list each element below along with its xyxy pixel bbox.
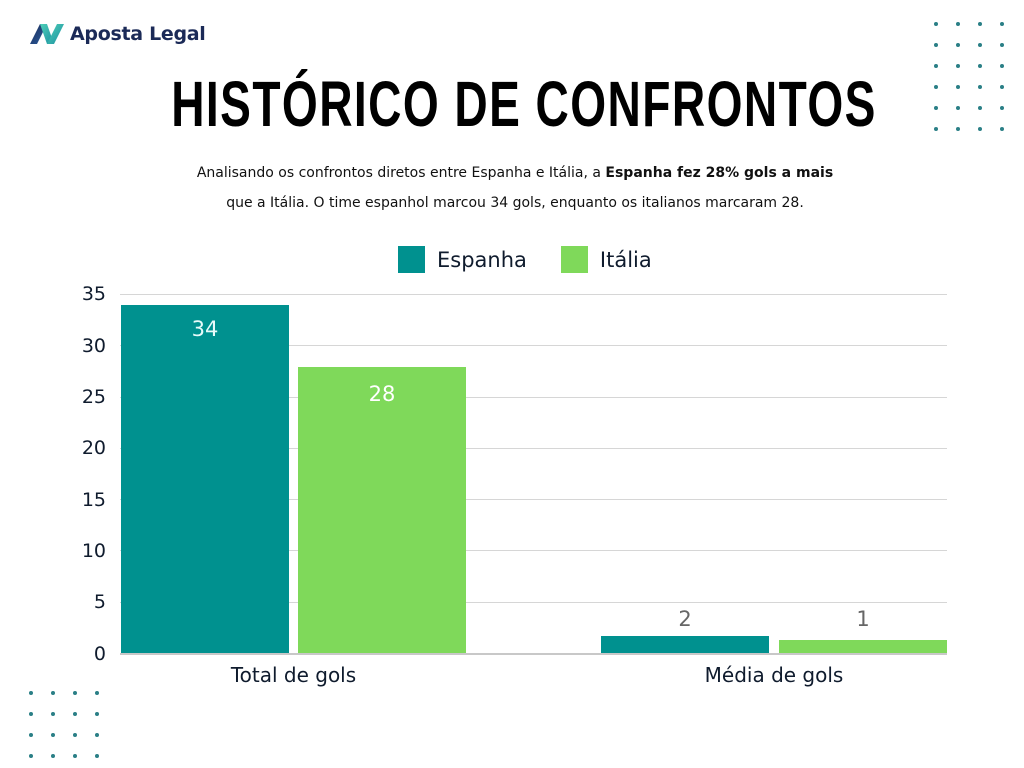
bar-value-label: 2 xyxy=(678,607,692,631)
bar-italia-media xyxy=(779,640,947,654)
subtitle-highlight: Espanha fez 28% gols a mais xyxy=(605,165,834,181)
subtitle-text-2: que a Itália. O time espanhol marcou 34 … xyxy=(226,195,804,211)
chart-legend: Espanha Itália xyxy=(398,246,686,273)
gridline xyxy=(120,294,947,295)
subtitle-text-1: Analisando os confrontos diretos entre E… xyxy=(196,165,606,181)
y-tick: 30 xyxy=(81,335,106,357)
bar-value-label: 34 xyxy=(191,317,219,341)
y-tick: 25 xyxy=(81,386,106,408)
bar-value-label: 1 xyxy=(856,607,870,631)
y-tick: 10 xyxy=(81,540,106,562)
brand-logo: Aposta Legal xyxy=(30,22,206,46)
y-tick: 20 xyxy=(81,437,106,459)
decorative-dots-top-right xyxy=(934,22,1004,131)
bar-italia-total xyxy=(298,367,466,654)
y-tick: 35 xyxy=(81,283,106,305)
x-axis xyxy=(120,653,947,655)
legend-swatch-italia xyxy=(560,246,588,273)
x-category-label: Média de gols xyxy=(704,663,844,687)
decorative-dots-bottom-left xyxy=(29,691,99,758)
legend-label: Itália xyxy=(599,247,652,272)
gridline xyxy=(120,397,947,398)
page-title: HISTÓRICO DE CONFRONTOS xyxy=(171,68,877,140)
gridline xyxy=(120,550,947,551)
y-tick: 5 xyxy=(93,591,106,613)
gridline xyxy=(120,499,947,500)
bar-espanha-media xyxy=(601,636,769,654)
bar-value-label: 28 xyxy=(368,382,396,406)
y-tick: 0 xyxy=(93,643,106,665)
page-subtitle: Analisando os confrontos diretos entre E… xyxy=(100,158,930,218)
aposta-legal-logo-icon xyxy=(30,24,64,44)
bar-espanha-total xyxy=(121,305,289,654)
gridline xyxy=(120,602,947,603)
y-tick: 15 xyxy=(81,489,106,511)
legend-swatch-espanha xyxy=(398,246,425,273)
gridline xyxy=(120,448,947,449)
legend-item-italia: Itália xyxy=(560,246,652,273)
legend-label: Espanha xyxy=(437,247,527,272)
brand-name: Aposta Legal xyxy=(70,23,206,45)
x-category-label: Total de gols xyxy=(230,663,357,687)
gridline xyxy=(120,345,947,346)
legend-item-espanha: Espanha xyxy=(398,246,527,273)
